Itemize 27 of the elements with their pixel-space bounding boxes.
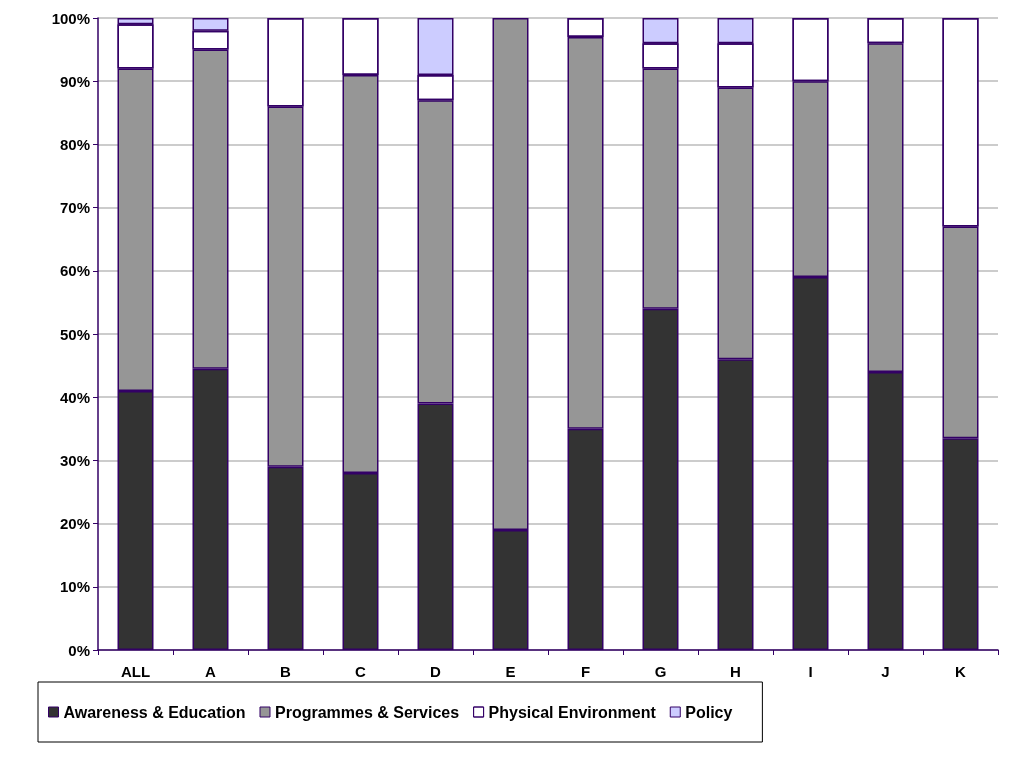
y-tick-label: 60% xyxy=(59,262,90,280)
y-tick-label: 100% xyxy=(51,9,90,27)
x-tick-label: ALL xyxy=(120,663,151,680)
y-tick-label: 80% xyxy=(59,135,90,153)
y-tick-label: 90% xyxy=(59,72,90,90)
y-tick-label: 20% xyxy=(59,515,90,533)
x-tick-label: E xyxy=(505,663,516,680)
y-tick-label: 30% xyxy=(59,451,90,469)
x-tick-label: F xyxy=(580,663,591,680)
x-tick-label: B xyxy=(280,663,292,680)
y-tick-label: 0% xyxy=(68,641,90,659)
x-tick-label: H xyxy=(730,663,741,680)
legend-label: Physical Environment xyxy=(488,703,657,721)
x-tick-label: J xyxy=(881,663,890,680)
legend-label: Programmes & Services xyxy=(274,703,460,721)
legend-label: Awareness & Education xyxy=(63,703,246,721)
x-tick-label: K xyxy=(955,663,967,680)
y-tick-label: 50% xyxy=(59,325,90,343)
x-tick-label: A xyxy=(205,663,217,680)
y-tick-label: 40% xyxy=(59,388,90,406)
x-tick-label: D xyxy=(430,663,442,680)
x-tick-label: I xyxy=(808,663,813,680)
x-tick-label: C xyxy=(355,663,367,680)
y-tick-label: 10% xyxy=(59,578,90,596)
legend-label: Policy xyxy=(685,703,733,721)
y-tick-label: 70% xyxy=(59,199,90,217)
x-tick-label: G xyxy=(654,663,667,680)
